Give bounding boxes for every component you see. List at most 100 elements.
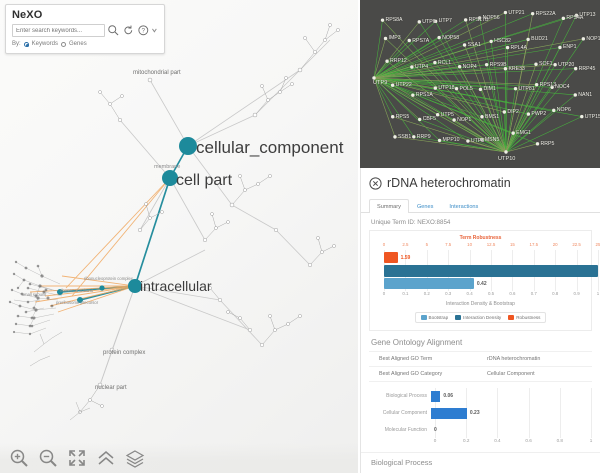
- graph-node-label-ribonucleoprotein-complex[interactable]: ribonucleoprotein complex: [84, 276, 133, 281]
- network-node-label-RCL1[interactable]: RCL1: [437, 59, 452, 66]
- network-node-label-RPS9B[interactable]: RPS9B: [489, 61, 507, 68]
- network-node-label-HSC82[interactable]: HSC82: [494, 38, 511, 45]
- network-node-label-UTP4[interactable]: UTP4: [414, 63, 429, 70]
- network-node-label-NOP14[interactable]: NOP14: [586, 35, 600, 42]
- network-node-label-DIM1[interactable]: DIM1: [483, 86, 496, 93]
- radio-genes[interactable]: [61, 41, 67, 47]
- help-icon[interactable]: ?: [137, 24, 150, 37]
- zoom-out-icon[interactable]: [38, 448, 58, 468]
- network-node-label-NOP4[interactable]: NOP4: [462, 63, 477, 70]
- network-node-label-RRP45[interactable]: RRP45: [578, 65, 596, 72]
- tab-interactions[interactable]: Interactions: [449, 204, 479, 210]
- axis-tick-top: 5: [425, 242, 429, 247]
- network-node-label-UTP18[interactable]: UTP18: [438, 85, 455, 92]
- network-node-label-PWP2[interactable]: PWP2: [531, 111, 547, 118]
- network-node-label-RPL4A[interactable]: RPL4A: [510, 44, 527, 51]
- zoom-in-icon[interactable]: [9, 448, 29, 468]
- network-node-label-RPS4A[interactable]: RPS4A: [566, 15, 584, 22]
- graph-node-label-cell-part[interactable]: cell part: [176, 172, 233, 189]
- network-node-label-UTP8[interactable]: UTP8: [470, 138, 485, 145]
- radio-keywords[interactable]: [23, 41, 29, 47]
- network-node-label-UTP6[interactable]: UTP6: [422, 18, 436, 25]
- detail-tabs[interactable]: Summary Genes Interactions: [361, 198, 600, 213]
- network-node-label-RPS17B[interactable]: RPS17B: [468, 16, 489, 23]
- network-node-label-BUD21[interactable]: BUD21: [531, 36, 548, 43]
- network-node-label-SSB1[interactable]: SSB1: [397, 133, 412, 140]
- fit-to-screen-icon[interactable]: [67, 448, 87, 468]
- graph-node-label-mitochondrial-part[interactable]: mitochondrial part: [133, 70, 181, 76]
- network-node-label-UTP81[interactable]: UTP81: [518, 85, 535, 92]
- close-circle-icon[interactable]: [369, 176, 382, 190]
- network-node-label-SOF1[interactable]: SOF1: [538, 61, 553, 68]
- network-node-label-MPP10[interactable]: MPP10: [442, 137, 460, 144]
- graph-node-label-protein-complex[interactable]: protein complex: [103, 350, 146, 356]
- radio-genes-label[interactable]: Genes: [69, 41, 87, 47]
- graph-toolbar[interactable]: [0, 443, 358, 473]
- chevron-down-icon[interactable]: [151, 24, 158, 37]
- network-node-label-UTP22[interactable]: UTP22: [395, 82, 412, 89]
- axis-tick-bottom: 1: [596, 291, 600, 296]
- layers-icon[interactable]: [125, 448, 145, 468]
- network-node-label-RPS8A[interactable]: RPS8A: [385, 17, 403, 24]
- network-node-label-NOP6[interactable]: NOP6: [556, 107, 571, 114]
- network-node-label-CBF5[interactable]: CBF5: [422, 116, 436, 123]
- tab-genes[interactable]: Genes: [416, 204, 434, 210]
- network-node-label-RPS1A[interactable]: RPS1A: [415, 92, 433, 99]
- reset-icon[interactable]: [122, 24, 135, 37]
- chart-title-term-robustness: Term Robustness: [459, 235, 502, 241]
- graph-node-label-ribosomal-subunit[interactable]: ribosomal subunit: [60, 288, 93, 293]
- network-node-label-ENP1[interactable]: ENP1: [562, 44, 577, 51]
- network-node-label-RRP5[interactable]: RRP5: [540, 140, 555, 147]
- network-node-label-UTP20[interactable]: UTP20: [558, 61, 575, 68]
- legend-item-robustness[interactable]: Robustness: [508, 315, 540, 320]
- graph-node-label-intracellular[interactable]: intracellular: [140, 278, 212, 294]
- network-node-label-UTP7[interactable]: UTP7: [438, 18, 452, 25]
- network-node-label-KRE33[interactable]: KRE33: [508, 65, 525, 72]
- network-hub-label-UTP9[interactable]: UTP9: [373, 80, 388, 86]
- graph-node-label-small-subunit[interactable]: small subunit: [22, 292, 47, 297]
- network-node-label-NOC4[interactable]: NOC4: [555, 84, 570, 91]
- tab-summary[interactable]: Summary: [369, 199, 409, 213]
- network-node-label-RPS7A[interactable]: RPS7A: [412, 37, 430, 44]
- network-node-label-BMS1[interactable]: BMS1: [484, 113, 500, 120]
- network-node-label-NAN1[interactable]: NAN1: [578, 91, 593, 98]
- gene-interaction-network[interactable]: RPS8A UTP6 UTP7 RPS17B NOP56 UTP21 RPS22A RPS4A…: [360, 0, 600, 168]
- term-detail-panel[interactable]: rDNA heterochromatin Summary Genes Inter…: [360, 168, 600, 473]
- graph-node-label-membrane[interactable]: membrane: [154, 164, 181, 170]
- network-hub-label-UTP10[interactable]: UTP10: [498, 156, 516, 162]
- graph-node-label-cellular-component[interactable]: cellular_component: [196, 138, 344, 157]
- network-node-label-RPS5[interactable]: RPS5: [395, 113, 410, 120]
- network-node-label-NOP1[interactable]: NOP1: [457, 116, 472, 123]
- network-node-label-IMP3[interactable]: IMP3: [388, 35, 401, 42]
- network-node-label-RPS13[interactable]: RPS13: [539, 81, 557, 88]
- network-node-label-UTP21[interactable]: UTP21: [508, 9, 525, 16]
- row-value-best-aligned-go-term: rDNA heterochromatin: [487, 356, 541, 362]
- legend-item-interaction-density[interactable]: Interaction Density: [455, 315, 501, 320]
- network-node-label-POL5[interactable]: POL5: [459, 85, 473, 92]
- ontology-tree-graph[interactable]: [0, 0, 358, 473]
- radio-keywords-label[interactable]: Keywords: [31, 41, 59, 47]
- axis-tick-x: 0: [433, 438, 437, 443]
- network-node-label-NOP58[interactable]: NOP58: [442, 34, 460, 41]
- graph-node-label-preribosome-precursor[interactable]: preribosome precursor: [56, 300, 99, 305]
- network-node-label-UTP15[interactable]: UTP15: [584, 113, 600, 120]
- network-node-label-RPS22A[interactable]: RPS22A: [535, 10, 556, 17]
- graph-canvas-panel[interactable]: cellular_component cell part intracellul…: [0, 0, 358, 473]
- search-panel[interactable]: NeXO ? By: Keywords Genes: [5, 4, 165, 54]
- legend-item-bootstrap[interactable]: Bootstrap: [420, 315, 448, 320]
- network-node-label-EMG1[interactable]: EMG1: [516, 130, 531, 137]
- network-node-label-SSA1[interactable]: SSA1: [467, 42, 481, 48]
- network-node-label-DIP2[interactable]: DIP2: [507, 109, 519, 115]
- network-node-label-NOP56[interactable]: NOP56: [482, 14, 500, 21]
- detail-header: rDNA heterochromatin: [361, 168, 600, 192]
- network-node-label-UTP13[interactable]: UTP13: [579, 12, 596, 19]
- network-node-label-UTP5[interactable]: UTP5: [440, 111, 454, 118]
- chart-bar-interaction-density: [384, 265, 598, 277]
- network-node-label-RRP12[interactable]: RRP12: [390, 58, 407, 65]
- search-icon[interactable]: [107, 24, 120, 37]
- search-input[interactable]: [12, 24, 106, 37]
- collapse-up-icon[interactable]: [96, 448, 116, 468]
- graph-node-label-nuclear-part[interactable]: nuclear part: [95, 385, 127, 391]
- network-node-label-RRP9[interactable]: RRP9: [416, 133, 431, 140]
- network-node-label-MSN5[interactable]: MSN5: [484, 136, 500, 143]
